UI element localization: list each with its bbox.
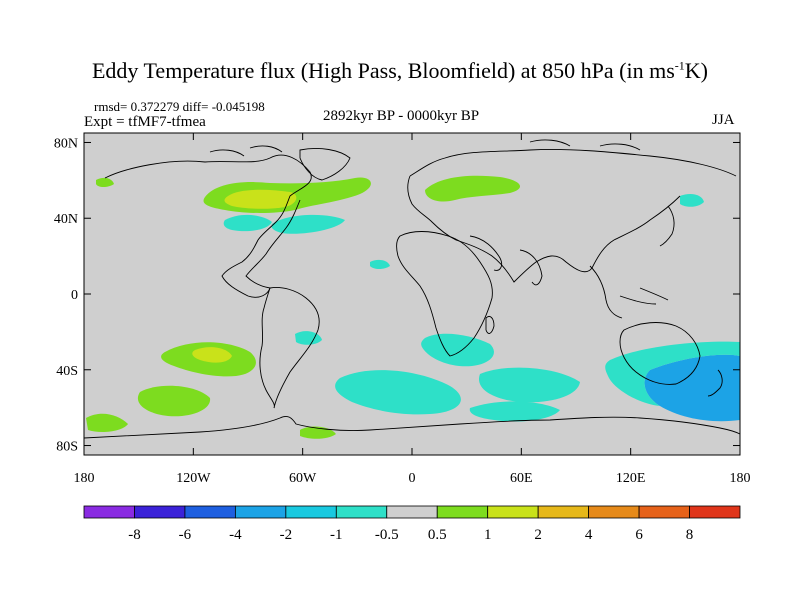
negative-anomaly-indian-ocean: [295, 331, 322, 345]
coast-europe-asia: [407, 149, 737, 283]
lat-tick-label: 40S: [56, 364, 78, 379]
coast-japan: [659, 205, 675, 247]
colorbar-swatch: [386, 505, 438, 519]
colorbar-label: -6: [179, 527, 192, 543]
lon-tick-label: 60W: [289, 471, 317, 486]
coast-arctic-islands: [209, 139, 641, 157]
coast-africa: [396, 231, 493, 357]
lon-tick-label: 180: [730, 471, 751, 486]
colorbar-swatch: [487, 505, 539, 519]
lon-tick-label: 120E: [616, 471, 646, 486]
colorbar-swatch: [689, 505, 741, 519]
colorbar-label: 6: [635, 527, 643, 543]
experiment-label: Expt = tfMF7-tfmea: [84, 114, 206, 130]
negative-anomaly-south-indian: [479, 367, 580, 403]
lat-tick-label: 80S: [56, 440, 78, 455]
colorbar-swatch: [234, 505, 287, 519]
strong-positive-east-pacific: [192, 347, 232, 363]
negative-anomaly-south-atlantic: [335, 370, 461, 415]
coast-southeast-asia: [589, 265, 669, 319]
coast-south-america: [259, 287, 320, 409]
negative-anomaly-australia: [644, 354, 740, 422]
positive-anomaly-south-pacific: [137, 385, 211, 417]
colorbar-label: 1: [484, 527, 492, 543]
coast-australia: [619, 322, 701, 385]
coast-north-america: [104, 154, 312, 298]
colorbar-label: 4: [585, 527, 593, 543]
coast-greenland: [299, 147, 351, 181]
lon-tick-label: 120W: [176, 471, 211, 486]
negative-anomaly-south-africa: [421, 333, 494, 367]
colorbar-label: 2: [534, 527, 542, 543]
colorbar-swatch: [285, 505, 337, 519]
colorbar-label: -4: [229, 527, 242, 543]
lon-tick-label: 180: [74, 471, 95, 486]
stats-label: rmsd= 0.372279 diff= -0.045198: [94, 99, 265, 114]
chart-title: Eddy Temperature flux (High Pass, Bloomf…: [91, 58, 708, 83]
negative-anomaly-atlantic: [271, 214, 345, 234]
positive-anomaly-southern-ocean-west: [86, 413, 128, 432]
positive-anomaly-europe: [425, 175, 521, 202]
colorbar-label: 8: [686, 527, 694, 543]
axis-ticks: [83, 133, 741, 455]
lon-tick-label: 60E: [510, 471, 533, 486]
lon-tick-label: 0: [409, 471, 416, 486]
coast-new-zealand: [707, 369, 723, 397]
coastlines: [83, 139, 741, 439]
colorbar-swatch: [134, 505, 186, 519]
colorbar-swatch: [588, 505, 640, 519]
colorbar-label: 0.5: [428, 527, 447, 543]
colorbar-swatch: [83, 505, 135, 519]
colorbar-swatch: [335, 505, 388, 519]
lat-tick-label: 0: [71, 288, 78, 303]
colorbar-label: -0.5: [375, 527, 399, 543]
positive-anomaly-northeast-pacific: [96, 177, 114, 187]
coast-madagascar: [485, 315, 495, 334]
colorbar-swatch: [184, 505, 236, 519]
coast-antarctica: [83, 415, 741, 439]
colorbar-swatch: [638, 505, 690, 519]
colorbar: -8 -6 -4 -2 -1 -0.5 0.5 1 2 4 6 8: [83, 505, 741, 543]
lat-tick-label: 40N: [54, 212, 78, 227]
negative-anomaly-north-atlantic: [223, 214, 272, 232]
period-label: 2892kyr BP - 0000kyr BP: [323, 108, 480, 124]
lat-tick-label: 80N: [54, 136, 78, 151]
colorbar-label: -8: [128, 527, 141, 543]
negative-anomaly-west-pacific: [680, 194, 704, 207]
negative-anomaly-subtropical-atlantic: [370, 259, 390, 269]
colorbar-swatch: [436, 505, 489, 519]
map-panel: [83, 132, 741, 456]
negative-anomaly-southern-ocean: [469, 401, 560, 422]
colorbar-label: -2: [280, 527, 293, 543]
season-label: JJA: [712, 112, 735, 128]
coast-arabia-india: [469, 235, 543, 286]
strong-positive-north-america: [224, 189, 297, 209]
colorbar-swatch: [537, 505, 590, 519]
colorbar-label: -1: [330, 527, 343, 543]
axis-tick-labels: 80N 40N 0 40S 80S 180 120W 60W 0 60E 120E 180: [54, 136, 751, 486]
negative-anomaly-australia-rim: [605, 341, 740, 406]
